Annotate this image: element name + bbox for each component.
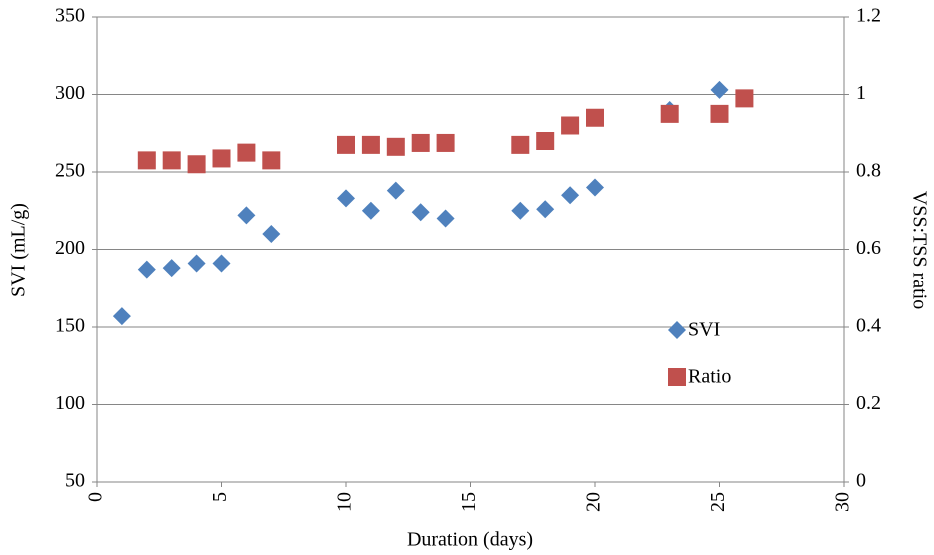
point: [187, 254, 206, 273]
point: [162, 151, 181, 170]
point: [436, 209, 455, 228]
point: [735, 89, 754, 108]
point: [112, 307, 131, 326]
point: [262, 151, 281, 170]
point: [536, 200, 555, 219]
y2-tick-label: 1.2: [856, 5, 881, 27]
point: [361, 135, 380, 154]
point: [137, 151, 156, 170]
plot-frame: [96, 16, 845, 483]
point: [187, 155, 206, 174]
point: [386, 137, 405, 156]
y-tick-label: 150: [55, 315, 85, 337]
y2-tick-label: 0.2: [856, 392, 881, 414]
x-tick-label: 20: [583, 492, 605, 512]
y2-tick-label: 0.4: [856, 315, 881, 337]
y2-tick-label: 0: [856, 470, 866, 492]
point: [586, 178, 604, 197]
point: [411, 133, 430, 152]
x-axis-label: Duration (days): [407, 529, 533, 551]
y-tick-label: 250: [55, 160, 85, 182]
point: [436, 133, 455, 152]
point: [586, 108, 604, 127]
legend-label: SVI: [688, 319, 720, 341]
point: [237, 206, 256, 225]
y-tick-label: 200: [55, 237, 85, 259]
legend-label: Ratio: [688, 366, 731, 388]
point: [361, 201, 380, 220]
y-tick-label: 300: [55, 82, 85, 104]
point: [212, 254, 231, 273]
y-tick-label: 50: [65, 470, 85, 492]
point: [337, 189, 355, 208]
point: [237, 143, 256, 162]
y2-tick-label: 0.8: [856, 160, 881, 182]
x-tick-label: 10: [334, 492, 356, 512]
x-tick-label: 5: [209, 492, 231, 502]
legend-marker: [668, 368, 686, 386]
point: [561, 186, 580, 205]
point: [660, 104, 679, 123]
point: [561, 116, 580, 135]
y2-tick-label: 0.6: [856, 237, 881, 259]
point: [511, 201, 530, 220]
point: [212, 149, 231, 168]
legend-marker: [668, 321, 686, 339]
y2-tick-label: 1: [856, 82, 866, 104]
point: [386, 181, 405, 200]
y-tick-label: 100: [55, 392, 85, 414]
y-tick-label: 350: [55, 5, 85, 27]
point: [511, 135, 530, 154]
x-tick-label: 0: [85, 492, 107, 502]
x-tick-label: 25: [707, 492, 729, 512]
y-axis-label: SVI (mL/g): [8, 203, 30, 297]
point: [337, 135, 355, 154]
y2-axis-label: VSS:TSS ratio: [908, 191, 930, 309]
point: [710, 104, 729, 123]
x-tick-label: 30: [832, 492, 854, 512]
x-tick-label: 15: [458, 492, 480, 512]
point: [710, 80, 729, 99]
point: [137, 260, 156, 279]
point: [162, 259, 181, 278]
point: [262, 225, 281, 243]
point: [536, 132, 555, 150]
point: [411, 203, 430, 222]
